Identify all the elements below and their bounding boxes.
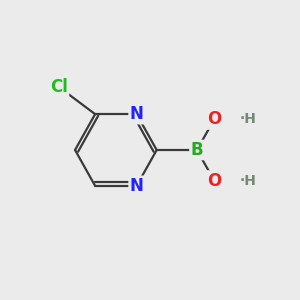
- Text: N: N: [130, 177, 144, 195]
- Text: B: B: [190, 141, 203, 159]
- Text: ·H: ·H: [240, 173, 256, 188]
- Text: Cl: Cl: [50, 78, 68, 96]
- Text: O: O: [207, 172, 221, 190]
- Text: ·H: ·H: [240, 112, 256, 127]
- Text: N: N: [130, 105, 144, 123]
- Text: O: O: [207, 110, 221, 128]
